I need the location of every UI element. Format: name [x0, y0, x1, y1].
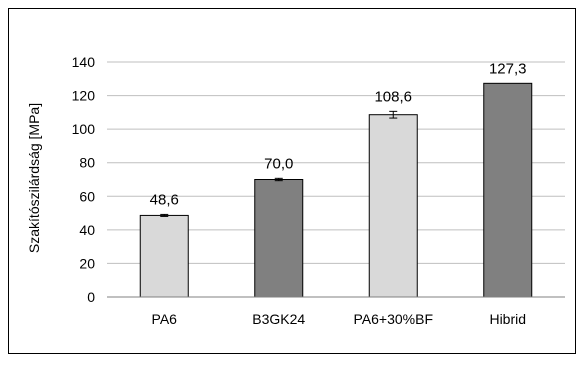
y-tick-label: 0: [87, 289, 95, 305]
y-tick-label: 100: [72, 121, 96, 137]
y-axis-ticks: 0 20 40 60 80 100 120 140: [72, 54, 96, 305]
y-axis-label: Szakítószilárdság [MPa]: [26, 103, 42, 253]
bar-pa6: [139, 214, 189, 298]
y-tick-label: 40: [79, 222, 95, 238]
y-tick-label: 140: [72, 54, 96, 70]
bar-pa6-30-bf: [368, 114, 418, 298]
error-bars: [160, 110, 398, 217]
data-label: 70,0: [264, 155, 293, 172]
y-tick-label: 80: [79, 155, 95, 171]
data-label: 127,3: [489, 60, 527, 77]
y-tick-label: 60: [79, 188, 95, 204]
data-labels: 48,6 70,0 108,6 127,3: [150, 60, 527, 208]
y-tick-label: 120: [72, 88, 96, 104]
bar-hibrid: [483, 82, 533, 298]
y-tick-label: 20: [79, 255, 95, 271]
data-label: 48,6: [150, 191, 179, 208]
x-tick-label: PA6: [152, 311, 178, 327]
x-tick-label: PA6+30%BF: [353, 311, 433, 327]
x-tick-label: B3GK24: [252, 311, 305, 327]
x-tick-label: Hibrid: [489, 311, 526, 327]
data-label: 108,6: [374, 88, 412, 105]
bars: [139, 82, 533, 298]
x-axis-ticks: PA6 B3GK24 PA6+30%BF Hibrid: [152, 311, 527, 327]
bar-b3gk24: [254, 179, 304, 298]
